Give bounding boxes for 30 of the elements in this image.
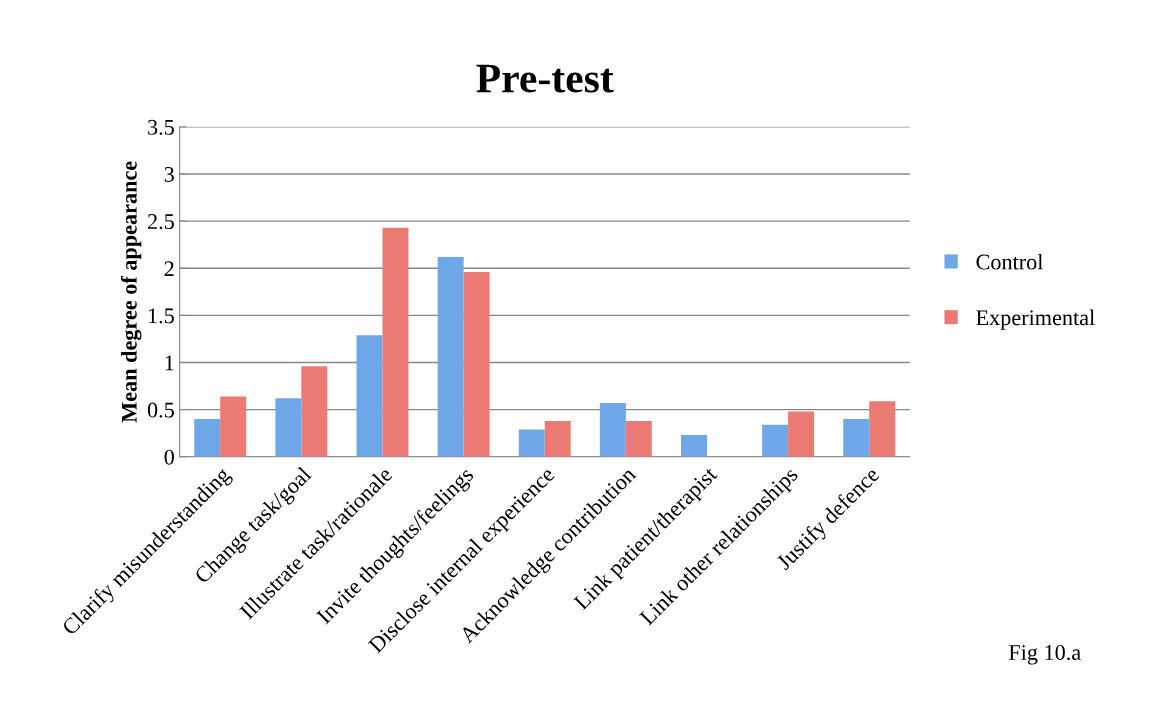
bar [544,420,571,457]
legend-label: Experimental [976,309,1095,330]
y-tick-label: 1.5 [148,308,174,324]
bar [869,401,896,457]
y-tick-label: 3 [164,166,174,182]
bar [220,396,247,457]
bar [194,419,221,457]
y-tick-label: 3.5 [148,119,174,135]
bar [681,435,707,457]
bar [437,256,464,457]
bar [762,424,789,457]
y-axis-title: Mean degree of appearance [120,161,142,423]
bar [301,366,328,457]
bar [518,429,545,457]
bar [356,335,383,457]
bar [625,420,652,457]
bar [463,272,490,457]
bar [788,411,815,457]
y-tick-label: 0.5 [147,402,174,418]
y-tick-label: 2 [164,261,174,276]
bar [843,419,870,457]
y-tick-label: 1 [165,355,174,371]
legend-label: Control [976,253,1043,270]
bar [382,227,409,457]
chart-title: Pre-test [476,64,614,93]
caption: Fig 10.a [1008,644,1081,665]
bar [599,403,626,457]
y-tick-label: 2.5 [147,214,174,230]
y-tick-label: 0 [164,449,174,465]
bar [275,398,302,457]
